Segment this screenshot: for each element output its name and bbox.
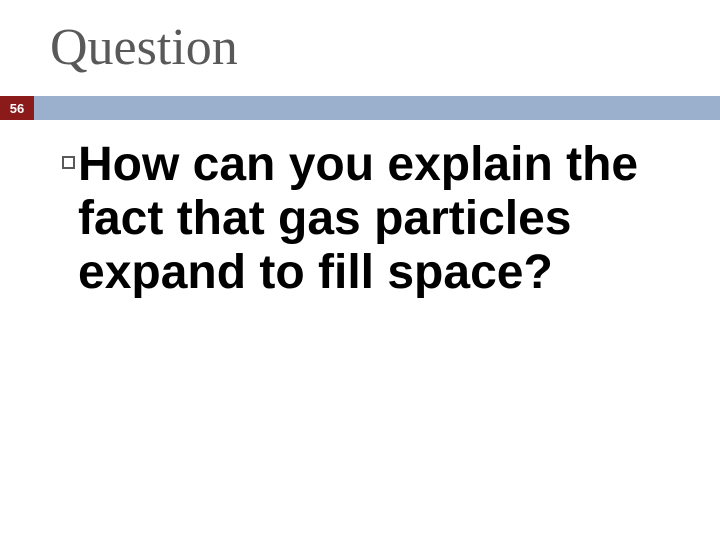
slide-container: Question 56 How can you explain the fact… [0,0,720,540]
slide-number: 56 [10,101,24,116]
accent-bar: 56 [0,96,720,120]
slide-number-badge: 56 [0,96,34,120]
bullet-icon [62,156,75,169]
body-text: How can you explain the fact that gas pa… [78,138,680,299]
accent-bar-blue [34,96,720,120]
slide-title: Question [50,18,238,77]
